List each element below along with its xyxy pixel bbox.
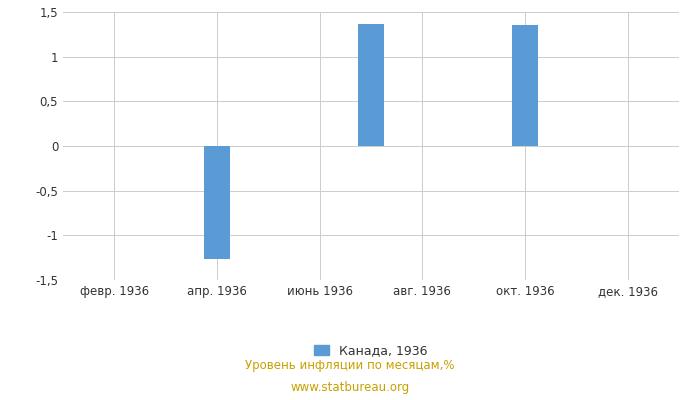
Text: www.statbureau.org: www.statbureau.org [290,382,410,394]
Bar [204,146,230,260]
Bar [512,24,538,146]
Text: Уровень инфляции по месяцам,%: Уровень инфляции по месяцам,% [245,360,455,372]
Bar [358,24,384,146]
Legend: Канада, 1936: Канада, 1936 [309,339,433,362]
